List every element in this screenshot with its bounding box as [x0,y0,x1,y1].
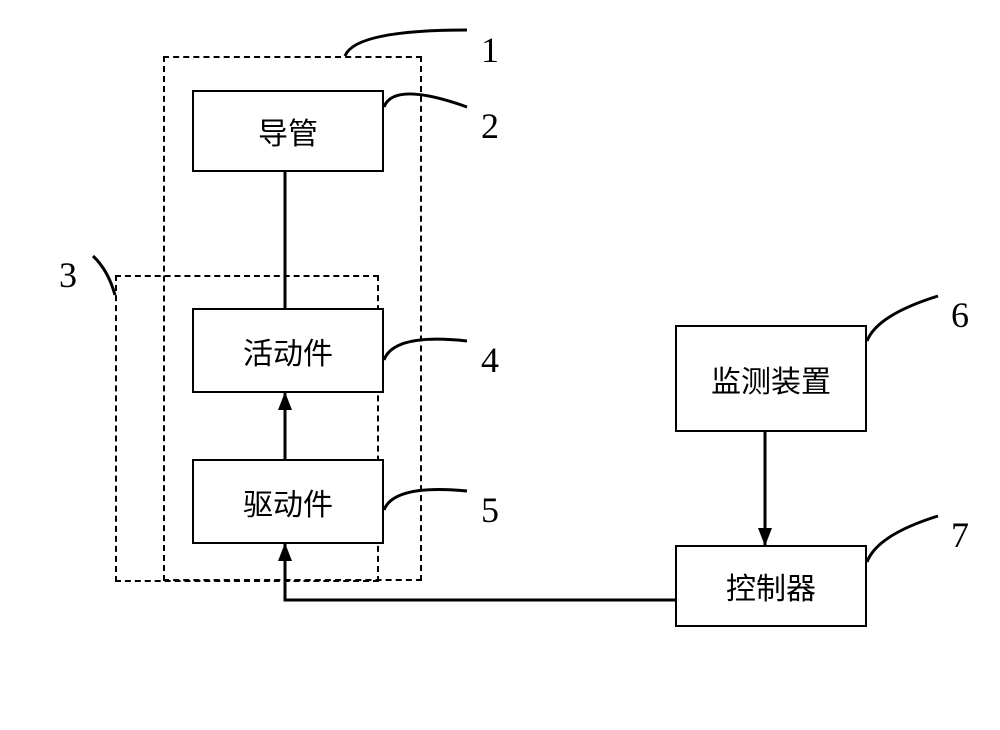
callout-label-1: 1 [470,28,510,72]
node-movable-part: 活动件 [192,308,384,393]
callout-5-text: 5 [481,489,499,531]
callout-3-text: 3 [59,254,77,296]
callout-4-text: 4 [481,339,499,381]
callout-label-5: 5 [470,488,510,532]
callout-label-6: 6 [940,293,980,337]
callout-label-7: 7 [940,513,980,557]
node-monitoring-device: 监测装置 [675,325,867,432]
callout-label-4: 4 [470,338,510,382]
callout-7-text: 7 [951,514,969,556]
node-driver-part: 驱动件 [192,459,384,544]
callout-6-text: 6 [951,294,969,336]
node-controller-label: 控制器 [726,564,816,608]
node-driver-part-label: 驱动件 [243,480,333,524]
node-monitoring-device-label: 监测装置 [711,357,831,401]
node-catheter: 导管 [192,90,384,172]
callout-2-text: 2 [481,105,499,147]
node-catheter-label: 导管 [258,109,318,153]
node-controller: 控制器 [675,545,867,627]
node-movable-part-label: 活动件 [243,329,333,373]
callout-label-2: 2 [470,104,510,148]
diagram-canvas: 导管 活动件 驱动件 监测装置 控制器 1 2 3 4 5 6 7 [0,0,1000,730]
callout-label-3: 3 [48,253,88,297]
callout-1-text: 1 [481,29,499,71]
